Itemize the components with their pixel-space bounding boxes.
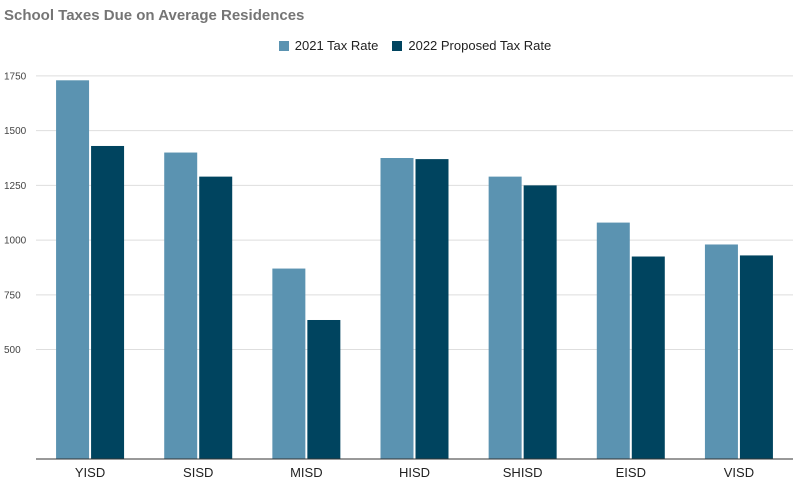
legend: 2021 Tax Rate 2022 Proposed Tax Rate bbox=[0, 38, 800, 53]
bar-eisd-2021[interactable] bbox=[596, 222, 630, 459]
x-category-label: SHISD bbox=[503, 465, 543, 480]
legend-label-2022: 2022 Proposed Tax Rate bbox=[408, 38, 552, 53]
bars bbox=[56, 80, 773, 460]
y-tick-label: 1250 bbox=[4, 181, 27, 192]
y-axis-ticks: 500 750 1000 1250 1500 1750 bbox=[4, 71, 27, 356]
legend-swatch-2021 bbox=[278, 40, 289, 51]
x-category-label: YISD bbox=[75, 465, 105, 480]
x-category-label: SISD bbox=[183, 465, 213, 480]
bar-shisd-2021[interactable] bbox=[488, 176, 522, 459]
bar-eisd-2022[interactable] bbox=[631, 256, 665, 459]
bar-hisd-2021[interactable] bbox=[380, 158, 414, 459]
legend-item-2022[interactable]: 2022 Proposed Tax Rate bbox=[392, 38, 551, 53]
y-tick-label: 500 bbox=[4, 345, 21, 356]
y-tick-label: 1500 bbox=[4, 126, 27, 137]
gridlines bbox=[36, 75, 793, 351]
x-axis-labels: YISD SISD MISD HISD SHISD EISD VISD bbox=[75, 465, 754, 480]
bar-sisd-2022[interactable] bbox=[199, 176, 233, 459]
x-category-label: VISD bbox=[724, 465, 754, 480]
legend-item-2021[interactable]: 2021 Tax Rate bbox=[278, 38, 379, 53]
bar-hisd-2022[interactable] bbox=[415, 159, 449, 459]
bar-visd-2021[interactable] bbox=[704, 244, 738, 459]
bar-sisd-2021[interactable] bbox=[164, 152, 198, 460]
bar-yisd-2022[interactable] bbox=[91, 145, 125, 459]
y-tick-label: 1750 bbox=[4, 71, 27, 82]
bar-misd-2021[interactable] bbox=[272, 268, 306, 459]
bar-visd-2022[interactable] bbox=[739, 255, 773, 459]
bar-misd-2022[interactable] bbox=[307, 319, 341, 459]
legend-swatch-2022 bbox=[392, 40, 403, 51]
x-category-label: EISD bbox=[616, 465, 646, 480]
chart-title: School Taxes Due on Average Residences bbox=[4, 7, 305, 24]
bar-shisd-2022[interactable] bbox=[523, 185, 557, 459]
y-tick-label: 1000 bbox=[4, 236, 27, 247]
x-category-label: HISD bbox=[399, 465, 430, 480]
bar-yisd-2021[interactable] bbox=[56, 80, 90, 459]
y-tick-label: 750 bbox=[4, 290, 21, 301]
x-category-label: MISD bbox=[290, 465, 323, 480]
legend-label-2021: 2021 Tax Rate bbox=[294, 38, 379, 53]
